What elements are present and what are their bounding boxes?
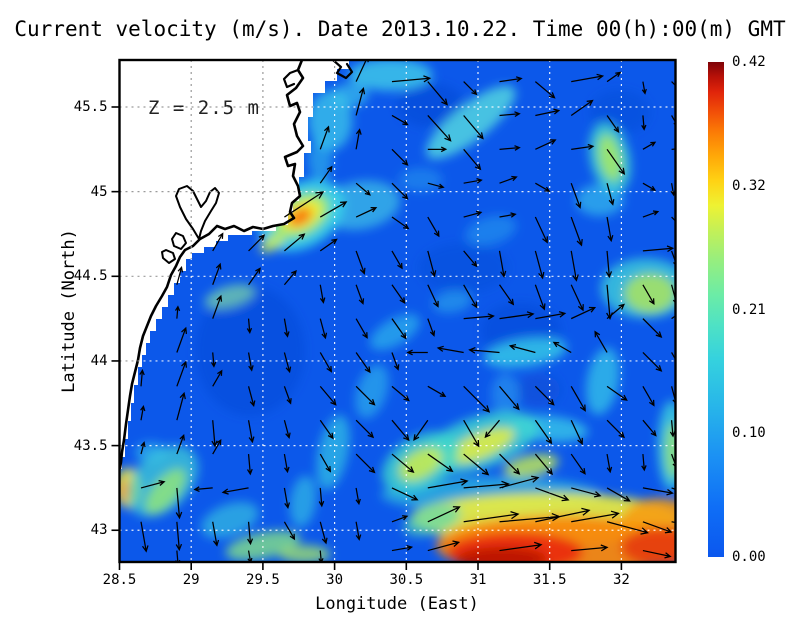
- x-tick-label: 31: [469, 572, 487, 588]
- x-tick-label: 30.5: [389, 572, 424, 588]
- x-axis-title: Longitude (East): [315, 594, 479, 614]
- y-tick-label: 44.5: [73, 268, 108, 285]
- depth-annotation: Z = 2.5 m: [148, 97, 260, 119]
- y-tick-label: 45: [90, 183, 108, 200]
- colorbar-tick-label: 0.32: [732, 177, 766, 194]
- y-tick-label: 45.5: [73, 99, 108, 115]
- colorbar-tick-label: 0.00: [732, 549, 766, 565]
- colorbar-tick-label: 0.10: [732, 425, 766, 442]
- x-tick-label: 28.5: [102, 572, 137, 588]
- x-tick-label: 32: [612, 572, 630, 588]
- chart-title: Current velocity (m/s). Date 2013.10.22.…: [14, 17, 786, 41]
- x-tick-label: 29: [182, 572, 200, 588]
- y-tick-label: 44: [90, 352, 108, 369]
- x-tick-label: 31.5: [532, 572, 567, 588]
- colorbar: [708, 62, 724, 557]
- colorbar-tick-label: 0.42: [732, 54, 766, 70]
- y-tick-label: 43.5: [73, 437, 108, 454]
- x-tick-label: 30: [326, 572, 344, 588]
- y-tick-label: 43: [90, 522, 108, 539]
- colorbar-tick-label: 0.21: [732, 301, 766, 318]
- x-tick-label: 29.5: [246, 572, 280, 588]
